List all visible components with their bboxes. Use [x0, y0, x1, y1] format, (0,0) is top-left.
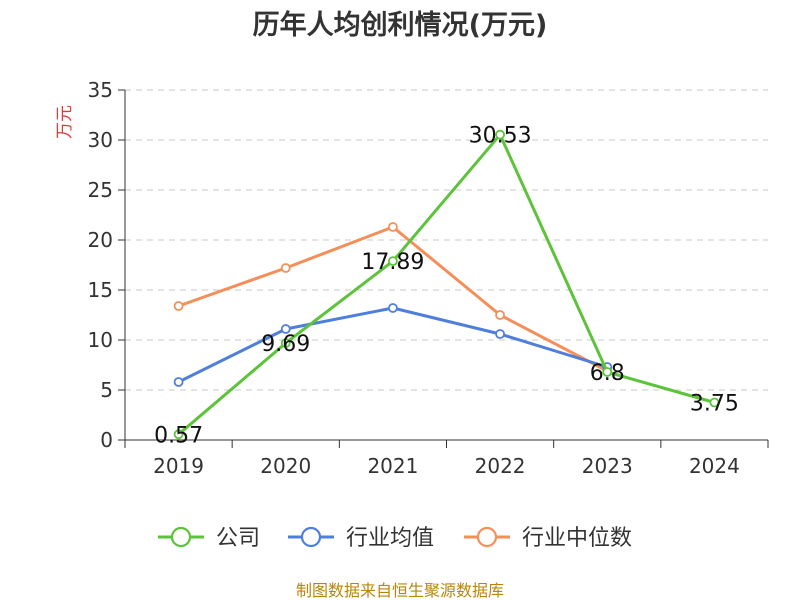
y-tick-label: 30 — [88, 128, 113, 152]
legend-marker — [476, 526, 498, 548]
data-point — [173, 429, 184, 440]
legend-marker — [300, 526, 322, 548]
data-label: 6.8 — [590, 361, 625, 386]
legend-label: 公司 — [216, 526, 260, 551]
data-label: 30.53 — [469, 124, 532, 149]
x-tick-label: 2022 — [475, 454, 526, 478]
data-label: 17.89 — [361, 250, 424, 275]
y-tick-label: 10 — [88, 328, 113, 352]
legend-item-1: 行业均值 — [288, 526, 434, 551]
data-point — [280, 263, 291, 273]
data-point — [602, 367, 613, 377]
x-tick-label: 2021 — [367, 454, 418, 478]
data-point — [709, 397, 720, 408]
legend-item-2: 行业中位数 — [464, 526, 632, 551]
grid-lines — [125, 89, 768, 391]
data-labels: 0.57 9.69 17.89 30.53 6.8 3.75 — [154, 124, 739, 449]
data-label: 3.75 — [690, 392, 739, 417]
legend: 公司 行业均值 行业中位数 — [158, 526, 632, 551]
chart-title: 历年人均创利情况(万元) — [253, 9, 548, 41]
series-group — [173, 129, 720, 440]
data-point — [173, 377, 184, 387]
data-label: 0.57 — [154, 423, 203, 448]
x-tick-label: 2023 — [582, 454, 633, 478]
data-point — [173, 301, 184, 311]
series-line-0 — [177, 133, 715, 436]
y-tick-label: 35 — [88, 78, 113, 102]
data-label: 9.69 — [261, 332, 310, 357]
legend-label: 行业均值 — [346, 526, 434, 551]
y-tick-label: 5 — [100, 378, 113, 402]
y-tick-label: 25 — [88, 178, 113, 202]
data-point — [280, 338, 291, 349]
y-axis-label: 万元 — [55, 105, 75, 139]
data-point — [495, 310, 505, 320]
data-point — [280, 324, 291, 334]
data-point — [388, 222, 398, 232]
axes: 0 5 10 15 20 25 30 35 2019 2020 2021 2022 2023 2024 — [88, 78, 769, 478]
legend-marker — [170, 526, 192, 548]
x-tick-label: 2019 — [153, 454, 204, 478]
y-tick-label: 0 — [100, 428, 113, 452]
legend-item-0: 公司 — [158, 526, 260, 551]
series-line-1 — [177, 306, 608, 384]
y-tick-label: 15 — [88, 278, 113, 302]
data-point — [495, 129, 505, 140]
source-note: 制图数据来自恒生聚源数据库 — [296, 581, 504, 600]
x-tick-label: 2020 — [260, 454, 311, 478]
y-tick-label: 20 — [88, 228, 113, 252]
data-point — [495, 329, 505, 339]
data-point — [388, 303, 398, 313]
data-point — [388, 256, 398, 267]
legend-label: 行业中位数 — [522, 526, 632, 551]
x-tick-label: 2024 — [689, 454, 740, 478]
